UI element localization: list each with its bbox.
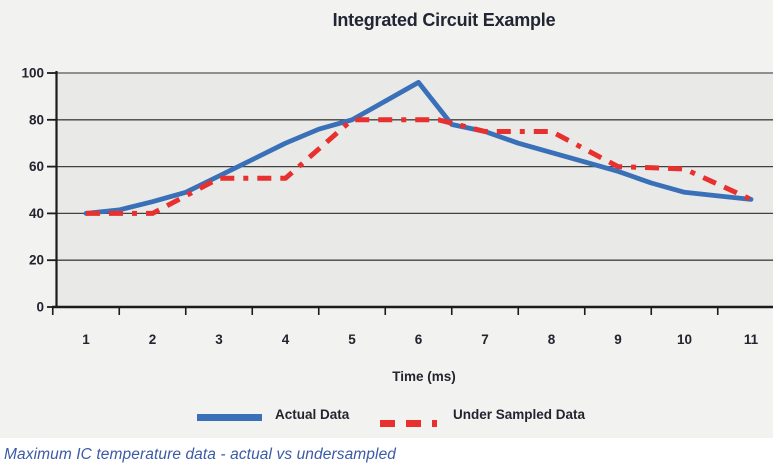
series-undersampled <box>86 117 753 216</box>
x-tick-label: 2 <box>149 332 157 347</box>
chart-title: Integrated Circuit Example <box>332 10 556 30</box>
y-tick-label: 0 <box>36 300 44 315</box>
x-tick-label: 10 <box>677 332 692 347</box>
x-tick-label: 5 <box>348 332 356 347</box>
plot-area: 0 20 40 60 80 100 1 2 3 4 5 6 7 8 9 10 11 <box>21 66 773 347</box>
x-axis-title: Time (ms) <box>392 369 456 384</box>
x-tick-label: 8 <box>548 332 556 347</box>
y-tick-label: 80 <box>29 112 44 127</box>
series-actual <box>83 80 754 216</box>
x-tick-label: 11 <box>744 332 759 347</box>
legend-undersampled-dash-swatch <box>380 414 437 427</box>
x-tick-label: 3 <box>215 332 223 347</box>
x-tick-label: 9 <box>614 332 622 347</box>
legend-undersampled-label: Under Sampled Data <box>453 407 586 422</box>
x-tick-label: 6 <box>415 332 423 347</box>
legend-actual-line-swatch <box>197 414 262 421</box>
legend-actual-label: Actual Data <box>275 407 350 422</box>
y-tick-label: 100 <box>21 66 44 81</box>
y-tick-label: 40 <box>29 206 44 221</box>
figure-caption: Maximum IC temperature data - actual vs … <box>4 446 397 463</box>
plot-background <box>56 73 773 307</box>
x-tick-label: 4 <box>282 332 290 347</box>
x-tick-label: 1 <box>82 332 90 347</box>
chart-panel: Integrated Circuit Example 0 20 40 60 80 100 1… <box>0 0 773 438</box>
x-tick-label: 7 <box>481 332 489 347</box>
y-tick-label: 20 <box>29 253 44 268</box>
y-tick-label: 60 <box>29 159 44 174</box>
